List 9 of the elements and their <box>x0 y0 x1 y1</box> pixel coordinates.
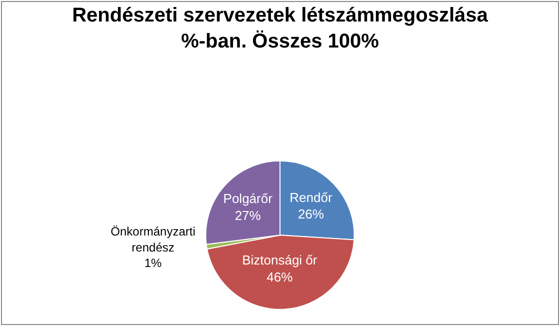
chart-title: Rendészeti szervezetek létszámmegoszlása %-ban. Összes 100% <box>72 4 489 52</box>
slice-label: Rendőr <box>290 190 333 205</box>
slice-label: Polgárőr <box>223 191 274 206</box>
data-label: 46% <box>266 270 294 285</box>
slice-label: Biztonsági őr <box>242 252 318 268</box>
data-label: 1% <box>144 256 162 270</box>
data-label: 27% <box>234 208 262 224</box>
data-label: 26% <box>298 206 324 222</box>
slice-label: Önkormányzarti rendész <box>110 224 196 254</box>
